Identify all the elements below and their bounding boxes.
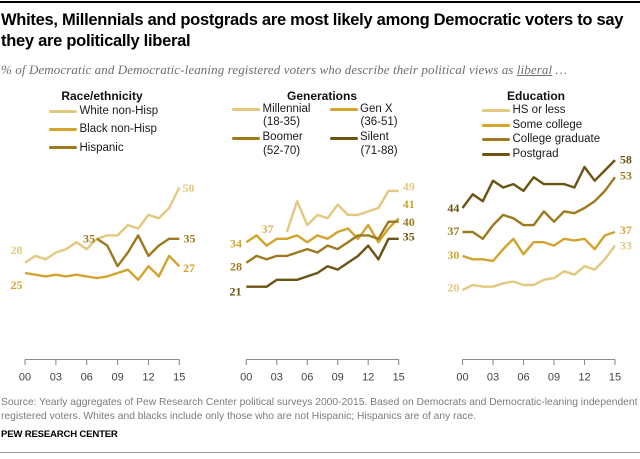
svg-text:12: 12	[362, 372, 374, 384]
svg-text:30: 30	[447, 248, 459, 262]
svg-text:27: 27	[183, 261, 195, 275]
svg-text:35: 35	[83, 231, 95, 245]
svg-text:15: 15	[393, 372, 405, 384]
svg-text:00: 00	[19, 372, 31, 384]
svg-text:06: 06	[301, 372, 313, 384]
svg-text:41: 41	[403, 197, 415, 211]
svg-text:37: 37	[262, 222, 274, 236]
svg-text:03: 03	[487, 372, 499, 384]
svg-text:00: 00	[456, 372, 468, 384]
svg-text:37: 37	[447, 224, 459, 238]
svg-text:06: 06	[81, 372, 93, 384]
svg-text:06: 06	[517, 372, 529, 384]
svg-text:28: 28	[230, 259, 242, 273]
svg-text:09: 09	[332, 372, 344, 384]
svg-text:35: 35	[184, 231, 196, 245]
svg-text:09: 09	[548, 372, 560, 384]
svg-text:33: 33	[620, 239, 632, 253]
svg-text:21: 21	[230, 285, 242, 299]
svg-text:12: 12	[142, 372, 154, 384]
svg-text:34: 34	[230, 237, 242, 251]
svg-text:15: 15	[609, 372, 621, 384]
svg-text:53: 53	[620, 169, 632, 183]
svg-text:28: 28	[11, 243, 23, 257]
svg-text:35: 35	[403, 229, 415, 243]
svg-text:58: 58	[620, 152, 632, 166]
svg-text:03: 03	[50, 372, 62, 384]
svg-text:00: 00	[240, 372, 252, 384]
svg-text:12: 12	[578, 372, 590, 384]
svg-text:25: 25	[11, 278, 23, 292]
svg-text:20: 20	[447, 281, 459, 295]
svg-text:15: 15	[173, 372, 185, 384]
svg-text:37: 37	[620, 223, 632, 237]
svg-text:44: 44	[447, 201, 459, 215]
svg-text:40: 40	[403, 215, 415, 229]
svg-text:50: 50	[183, 181, 195, 195]
svg-text:09: 09	[111, 372, 123, 384]
svg-text:49: 49	[403, 179, 415, 193]
svg-text:03: 03	[271, 372, 283, 384]
